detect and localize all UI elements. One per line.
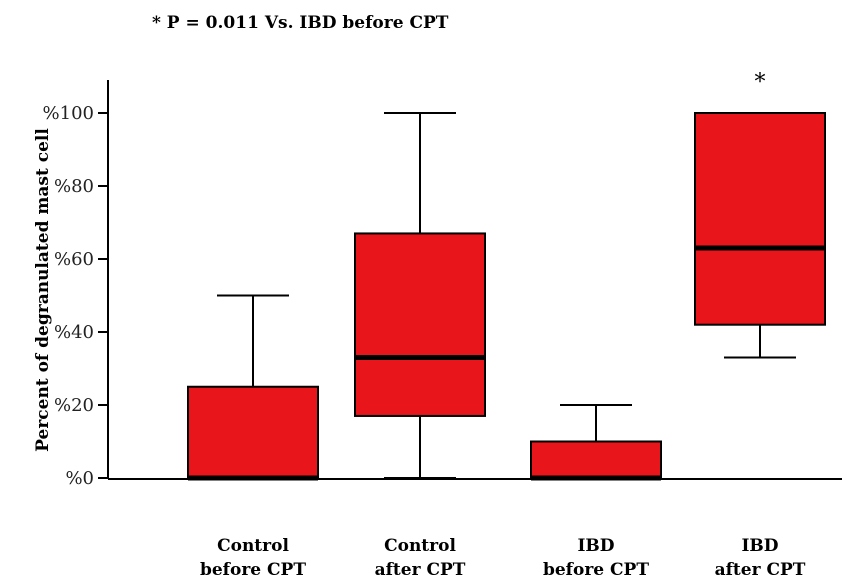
category-label-line1: IBD xyxy=(577,536,614,556)
category-label-line2: before CPT xyxy=(200,560,306,580)
box-body xyxy=(694,112,826,326)
box-body xyxy=(187,385,319,479)
x-axis-categories: Control before CPT Control after CPT IBD befo… xyxy=(200,536,806,580)
y-tick-label: %20 xyxy=(54,395,94,416)
box-body xyxy=(530,440,662,479)
box-4: * xyxy=(694,70,826,359)
box-2 xyxy=(354,112,486,479)
category-label-line1: Control xyxy=(384,536,456,556)
y-tick-label: %40 xyxy=(54,322,94,343)
category-label-line1: Control xyxy=(217,536,289,556)
y-tick-label: %60 xyxy=(54,249,94,270)
category-label-line2: after CPT xyxy=(375,560,466,580)
box-series: * xyxy=(187,70,826,481)
category-label-line2: after CPT xyxy=(715,560,806,580)
y-axis-ticks: %0 %20 %40 %60 %80 %100 xyxy=(43,103,108,489)
category-label-line1: IBD xyxy=(741,536,778,556)
y-tick-label: %0 xyxy=(65,468,94,489)
y-tick-label: %80 xyxy=(54,176,94,197)
significance-note: * P = 0.011 Vs. IBD before CPT xyxy=(152,13,449,33)
category-label-line2: before CPT xyxy=(543,560,649,580)
box-body xyxy=(354,232,486,417)
y-tick-label: %100 xyxy=(43,103,94,124)
significance-marker: * xyxy=(755,70,766,95)
y-axis-label: Percent of degranulated mast cell xyxy=(33,128,53,452)
box-3 xyxy=(530,404,662,481)
box-1 xyxy=(187,294,319,481)
